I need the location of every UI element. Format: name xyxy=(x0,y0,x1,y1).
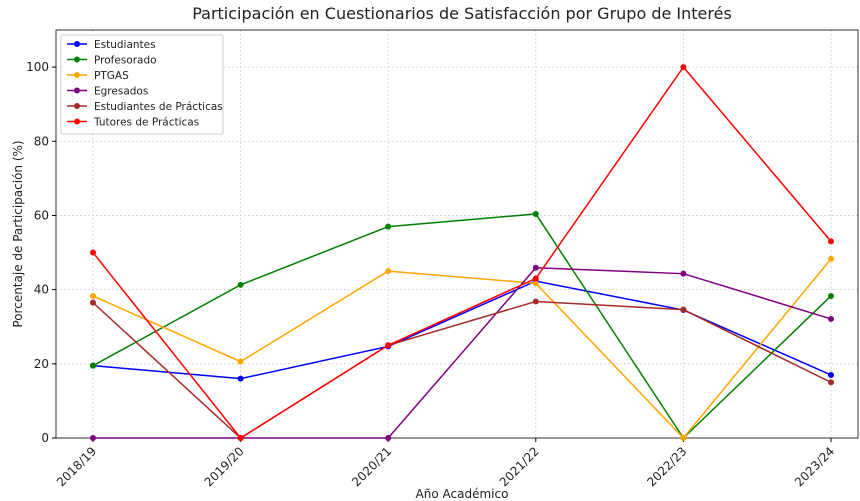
data-point xyxy=(237,435,244,441)
legend-label: Tutores de Prácticas xyxy=(93,117,199,129)
y-tick-label: 40 xyxy=(34,283,49,297)
legend-label: PTGAS xyxy=(94,70,129,82)
series-line xyxy=(92,258,832,440)
legend-label: Estudiantes xyxy=(94,39,156,51)
data-point xyxy=(532,298,539,305)
data-point xyxy=(828,238,834,245)
y-axis-label: Porcentaje de Participación (%) xyxy=(11,140,25,327)
y-tick-label: 60 xyxy=(34,208,49,222)
data-point xyxy=(385,435,392,441)
data-point xyxy=(828,379,834,386)
data-point xyxy=(828,315,834,322)
y-tick-label: 80 xyxy=(34,134,49,148)
data-point xyxy=(532,264,539,271)
legend-box xyxy=(60,34,224,135)
y-tick-label: 0 xyxy=(41,431,49,445)
data-point xyxy=(385,268,392,275)
x-axis-label: Año Académico xyxy=(416,487,509,501)
series-line xyxy=(93,266,832,439)
legend-marker xyxy=(74,72,80,78)
x-tick-label: 2018/19 xyxy=(54,444,99,489)
data-point xyxy=(680,435,687,441)
legend-label: Estudiantes de Prácticas xyxy=(94,101,223,113)
data-point xyxy=(532,210,539,217)
data-point xyxy=(90,249,96,256)
legend-marker xyxy=(74,87,80,94)
x-tick-label: 2022/23 xyxy=(644,444,689,489)
plot-frame xyxy=(55,29,859,439)
data-point xyxy=(90,299,96,306)
data-point xyxy=(680,270,687,277)
chart-title: Participación en Cuestionarios de Satisf… xyxy=(192,4,732,23)
data-point xyxy=(828,255,834,262)
data-point xyxy=(237,281,244,288)
x-tick-label: 2021/22 xyxy=(497,444,542,489)
data-point xyxy=(385,342,392,349)
data-point xyxy=(385,223,392,230)
legend-label: Egresados xyxy=(94,86,148,98)
data-point xyxy=(237,375,244,382)
data-point xyxy=(828,292,834,299)
y-tick-label: 100 xyxy=(26,60,49,74)
legend-marker xyxy=(74,118,80,125)
data-point xyxy=(532,275,539,282)
data-point xyxy=(680,306,687,313)
x-tick-label: 2023/24 xyxy=(792,444,837,489)
legend-marker xyxy=(74,103,80,109)
data-point xyxy=(680,64,687,71)
legend-label: Profesorado xyxy=(94,55,157,67)
series-line xyxy=(92,300,832,439)
x-tick-label: 2019/20 xyxy=(202,444,247,489)
series-line xyxy=(92,280,832,380)
x-tick-label: 2020/21 xyxy=(349,444,394,489)
data-point xyxy=(90,362,96,369)
data-point xyxy=(532,280,539,287)
legend-marker xyxy=(74,56,80,63)
data-point xyxy=(828,371,834,378)
data-point xyxy=(90,435,96,441)
series-line xyxy=(92,65,832,439)
y-tick-label: 20 xyxy=(34,357,49,371)
data-point xyxy=(237,358,244,365)
legend: Estudiantes Profesorado PTGAS Egresados Estu… xyxy=(60,34,224,135)
legend-marker xyxy=(74,41,80,47)
series-line xyxy=(92,213,832,440)
data-point xyxy=(90,292,96,299)
